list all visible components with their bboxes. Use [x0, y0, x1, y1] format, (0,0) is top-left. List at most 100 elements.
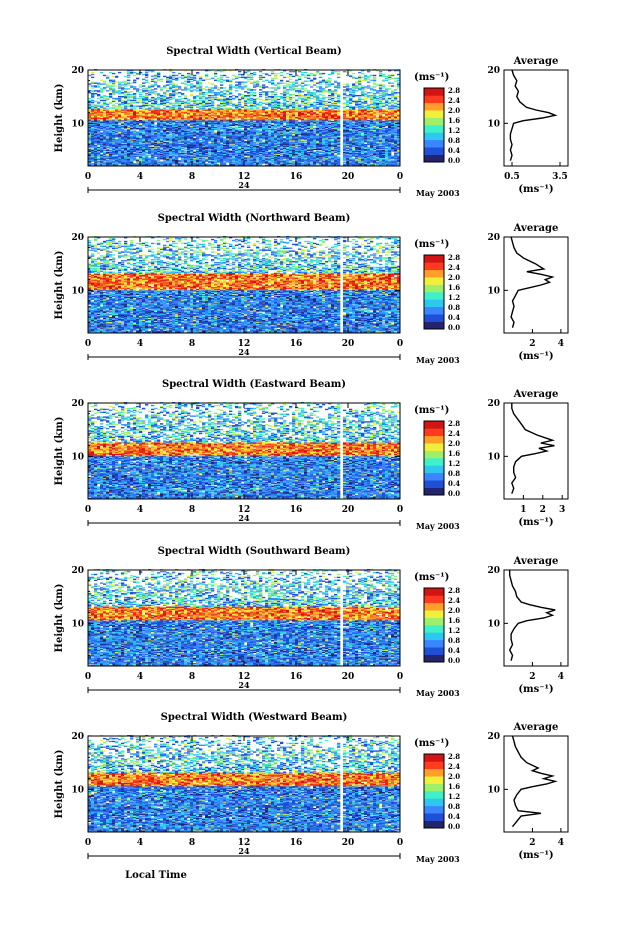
heatmap-cell	[142, 164, 146, 166]
heatmap-cell	[316, 153, 320, 155]
heatmap-cell	[385, 163, 389, 165]
heatmap-cell	[109, 146, 113, 149]
heatmap-cell	[271, 148, 275, 151]
heatmap-cell	[232, 146, 236, 149]
heatmap-cell	[358, 145, 362, 148]
heatmap-cell	[316, 156, 320, 158]
heatmap-cell	[148, 144, 152, 147]
heatmap-cell	[217, 157, 221, 159]
heatmap-cell	[115, 145, 119, 148]
heatmap-cell	[223, 159, 227, 161]
heatmap-cell	[229, 151, 233, 153]
heatmap-cell	[283, 160, 287, 162]
heatmap-cell	[136, 159, 140, 161]
heatmap-cell	[262, 159, 266, 161]
heatmap-cell	[88, 150, 92, 152]
heatmap-cell	[355, 130, 359, 132]
heatmap-cell	[262, 161, 266, 163]
heatmap-cell	[253, 140, 257, 142]
heatmap-cell	[331, 155, 335, 157]
heatmap-cell	[322, 147, 326, 150]
heatmap-cell	[361, 160, 365, 162]
heatmap-cell	[253, 164, 257, 166]
heatmap-cell	[202, 163, 206, 165]
heatmap-cell	[238, 144, 242, 147]
heatmap-cell	[169, 152, 173, 154]
heatmap-cell	[202, 159, 206, 161]
heatmap-cell	[370, 149, 374, 152]
heatmap-cell	[370, 141, 374, 143]
heatmap-cell	[160, 145, 164, 148]
heatmap-cell	[316, 164, 320, 166]
heatmap-cell	[241, 156, 245, 158]
heatmap-cell	[223, 151, 227, 153]
heatmap-cell	[358, 147, 362, 150]
heatmap-cell	[328, 153, 332, 155]
heatmap-cell	[190, 153, 194, 155]
heatmap-cell	[217, 162, 221, 164]
heatmap-cell	[256, 159, 260, 161]
heatmap-cell	[109, 147, 113, 150]
heatmap-cell	[328, 160, 332, 162]
heatmap-cell	[148, 161, 152, 163]
heatmap-cell	[232, 164, 236, 166]
heatmap-cell	[394, 164, 398, 166]
heatmap-cell	[97, 164, 101, 166]
heatmap-cell	[94, 153, 98, 155]
heatmap-cell	[274, 163, 278, 165]
heatmap-cell	[310, 161, 314, 163]
heatmap-cell	[232, 161, 236, 163]
heatmap-cell	[109, 163, 113, 165]
heatmap-cell	[277, 147, 281, 150]
heatmap-cell	[157, 158, 161, 160]
heatmap-cell	[130, 150, 134, 152]
heatmap-cell	[166, 159, 170, 161]
heatmap-cell	[91, 164, 95, 166]
heatmap-cell	[154, 145, 158, 148]
heatmap-cell	[388, 160, 392, 162]
heatmap-cell	[280, 147, 284, 150]
heatmap-cell	[166, 145, 170, 148]
heatmap-cell	[391, 157, 395, 159]
heatmap-cell	[145, 145, 149, 148]
heatmap-cell	[388, 146, 392, 149]
heatmap-cell	[238, 163, 242, 165]
heatmap-cell	[244, 160, 248, 162]
heatmap-cell	[199, 161, 203, 163]
heatmap-cell	[325, 161, 329, 163]
heatmap-cell	[364, 147, 368, 150]
heatmap-cell	[226, 161, 230, 163]
heatmap-cell	[247, 155, 251, 157]
heatmap-cell	[280, 150, 284, 152]
heatmap-cell	[130, 151, 134, 153]
heatmap-cell	[343, 138, 347, 140]
heatmap-cell	[118, 156, 122, 158]
heatmap-cell	[397, 155, 401, 157]
heatmap-cell	[328, 122, 332, 125]
heatmap-cell	[235, 150, 239, 152]
heatmap-cell	[199, 154, 203, 156]
heatmap-cell	[229, 146, 233, 149]
heatmap-cell	[208, 146, 212, 149]
heatmap-cell	[319, 152, 323, 154]
heatmap-cell	[289, 151, 293, 153]
heatmap-cell	[274, 154, 278, 156]
heatmap-cell	[367, 149, 371, 152]
heatmap-cell	[142, 161, 146, 163]
heatmap-cell	[241, 140, 245, 142]
heatmap-cell	[280, 132, 284, 134]
heatmap-cell	[352, 162, 356, 164]
heatmap-cell	[256, 151, 260, 153]
heatmap-cell	[244, 161, 248, 163]
heatmap-cell	[169, 134, 173, 136]
heatmap-cell	[199, 164, 203, 166]
heatmap-cell	[127, 161, 131, 163]
heatmap-cell	[214, 131, 218, 133]
heatmap-cell	[175, 160, 179, 162]
heatmap-cell	[352, 164, 356, 166]
heatmap-cell	[199, 140, 203, 142]
heatmap-cell	[94, 155, 98, 157]
heatmap-cell	[184, 155, 188, 157]
heatmap-cell	[322, 145, 326, 148]
heatmap-cell	[388, 156, 392, 158]
